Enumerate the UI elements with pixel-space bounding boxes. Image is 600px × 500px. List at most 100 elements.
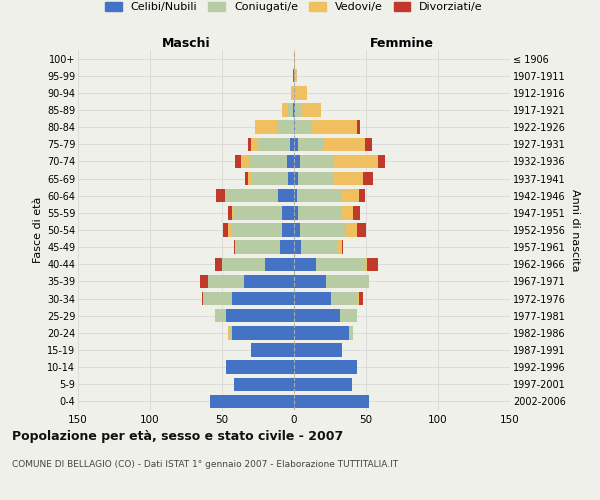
Bar: [248, 138, 251, 151]
Bar: [365, 138, 372, 151]
Y-axis label: Fasce di età: Fasce di età: [32, 197, 43, 263]
Bar: [294, 326, 349, 340]
Bar: [235, 240, 236, 254]
Legend: Celibi/Nubili, Coniugati/e, Vedovi/e, Divorziati/e: Celibi/Nubili, Coniugati/e, Vedovi/e, Di…: [102, 0, 486, 16]
Bar: [294, 394, 369, 408]
Bar: [366, 258, 367, 271]
Text: Femmine: Femmine: [370, 37, 434, 50]
Bar: [349, 326, 353, 340]
Bar: [294, 172, 298, 186]
Bar: [236, 240, 280, 254]
Bar: [294, 86, 295, 100]
Bar: [295, 104, 301, 117]
Bar: [367, 258, 377, 271]
Bar: [294, 258, 316, 271]
Bar: [211, 394, 294, 408]
Bar: [298, 172, 334, 186]
Bar: [232, 292, 294, 306]
Bar: [359, 292, 363, 306]
Bar: [334, 172, 363, 186]
Bar: [294, 292, 331, 306]
Bar: [331, 292, 358, 306]
Bar: [203, 292, 232, 306]
Bar: [228, 326, 229, 340]
Bar: [283, 224, 294, 236]
Bar: [288, 172, 294, 186]
Bar: [294, 206, 298, 220]
Bar: [294, 344, 341, 356]
Bar: [283, 206, 294, 220]
Bar: [277, 120, 294, 134]
Bar: [287, 154, 294, 168]
Bar: [244, 274, 294, 288]
Bar: [230, 224, 283, 236]
Bar: [235, 154, 241, 168]
Bar: [358, 292, 359, 306]
Bar: [280, 240, 294, 254]
Bar: [232, 326, 294, 340]
Bar: [294, 378, 352, 391]
Bar: [341, 206, 353, 220]
Bar: [359, 189, 365, 202]
Bar: [251, 138, 258, 151]
Bar: [294, 69, 297, 82]
Bar: [298, 206, 341, 220]
Bar: [215, 309, 226, 322]
Bar: [294, 120, 295, 134]
Bar: [233, 378, 294, 391]
Bar: [288, 104, 293, 117]
Bar: [241, 154, 250, 168]
Bar: [283, 104, 288, 117]
Bar: [232, 206, 233, 220]
Bar: [294, 52, 295, 66]
Bar: [294, 224, 300, 236]
Bar: [353, 206, 360, 220]
Bar: [248, 172, 251, 186]
Bar: [202, 292, 203, 306]
Text: Maschi: Maschi: [161, 37, 211, 50]
Bar: [363, 172, 373, 186]
Bar: [222, 258, 265, 271]
Bar: [294, 104, 295, 117]
Bar: [225, 189, 278, 202]
Bar: [245, 172, 248, 186]
Bar: [255, 120, 277, 134]
Bar: [294, 189, 297, 202]
Bar: [200, 274, 208, 288]
Bar: [258, 138, 290, 151]
Bar: [311, 120, 358, 134]
Bar: [216, 189, 225, 202]
Bar: [358, 224, 366, 236]
Bar: [295, 86, 307, 100]
Bar: [265, 258, 294, 271]
Bar: [298, 138, 324, 151]
Bar: [223, 224, 228, 236]
Bar: [301, 240, 337, 254]
Bar: [251, 344, 294, 356]
Bar: [294, 274, 326, 288]
Bar: [291, 86, 294, 100]
Bar: [346, 224, 358, 236]
Bar: [251, 172, 288, 186]
Bar: [294, 309, 340, 322]
Bar: [341, 240, 343, 254]
Bar: [290, 138, 294, 151]
Bar: [208, 274, 244, 288]
Bar: [215, 258, 222, 271]
Bar: [301, 104, 322, 117]
Bar: [228, 224, 230, 236]
Bar: [326, 274, 369, 288]
Bar: [229, 326, 232, 340]
Bar: [293, 69, 294, 82]
Bar: [324, 138, 365, 151]
Bar: [295, 120, 311, 134]
Bar: [294, 138, 298, 151]
Bar: [300, 224, 346, 236]
Text: Popolazione per età, sesso e stato civile - 2007: Popolazione per età, sesso e stato civil…: [12, 430, 343, 443]
Bar: [297, 189, 341, 202]
Bar: [294, 360, 358, 374]
Bar: [233, 240, 235, 254]
Y-axis label: Anni di nascita: Anni di nascita: [569, 188, 580, 271]
Bar: [337, 240, 341, 254]
Bar: [341, 189, 359, 202]
